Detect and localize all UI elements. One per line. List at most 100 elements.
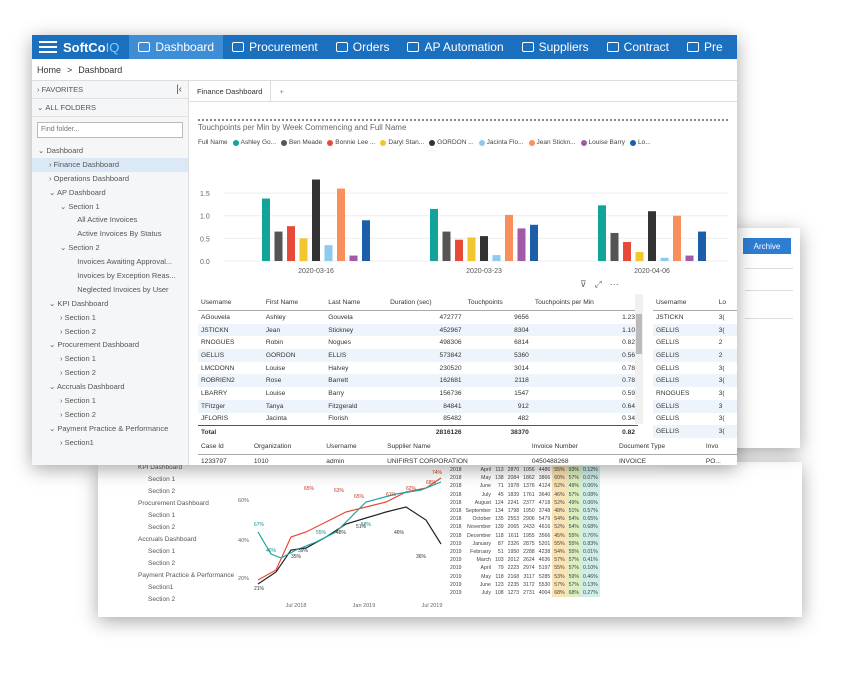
bar-daryl-stan-2020-04-06[interactable] xyxy=(635,251,644,261)
column-header-duration-sec[interactable]: Duration (sec) xyxy=(387,294,465,311)
table-row[interactable]: RNOGUES Robin Nogues 498306 6814 0.82 xyxy=(198,336,638,349)
table-row[interactable]: LMCDONN Louise Halvey 230520 3014 0.78 xyxy=(198,362,638,375)
archive-button[interactable]: Archive xyxy=(743,238,791,254)
bar-daryl-stan-2020-03-23[interactable] xyxy=(467,237,476,261)
sidebar-item-dashboard[interactable]: ⌄ Dashboard xyxy=(32,144,188,158)
column-header-lo[interactable]: Lo xyxy=(715,294,737,311)
find-folder-input[interactable]: Find folder... xyxy=(37,122,183,138)
nav-item-dashboard[interactable]: Dashboard xyxy=(129,35,224,59)
bar-bonnie-lee-2020-03-23[interactable] xyxy=(455,239,463,261)
table-row[interactable]: ROBRIEN2 Rose Barrett 162681 2118 0.78 xyxy=(198,374,638,388)
table-row[interactable]: GELLIS 3( xyxy=(653,323,737,337)
column-header-last-name[interactable]: Last Name xyxy=(325,294,388,311)
table-row[interactable]: AGouvela Ashley Gouvela 472777 9656 1.23 xyxy=(198,311,638,324)
bar-lo-2020-04-06[interactable] xyxy=(698,231,706,261)
nav-item-pre[interactable]: Pre xyxy=(678,35,732,59)
sidebar-item-section-1[interactable]: › Section 1 xyxy=(32,394,188,408)
sidebar-item-kpi-dashboard[interactable]: ⌄ KPI Dashboard xyxy=(32,297,188,311)
column-header-touchpoints[interactable]: Touchpoints xyxy=(464,294,532,311)
back-sidebar-item-section-1[interactable]: Section 1 xyxy=(148,476,176,483)
hamburger-menu-icon[interactable] xyxy=(39,41,57,53)
legend-item-jean-stickn[interactable]: Jean Stickn... xyxy=(528,139,576,146)
table-row[interactable]: GELLIS 3( xyxy=(653,374,737,388)
sidebar-item-section-1[interactable]: › Section 1 xyxy=(32,352,188,366)
table-scrollbar[interactable] xyxy=(635,294,643,424)
back-sidebar-item-section-1[interactable]: Section 1 xyxy=(148,548,176,555)
sidebar-item-section1[interactable]: › Section1 xyxy=(32,436,188,450)
breadcrumb-home[interactable]: Home xyxy=(37,64,62,75)
table-row[interactable]: JSTICKN 3( xyxy=(653,311,737,324)
column-header-username[interactable]: Username xyxy=(198,294,263,311)
bar-gordon-2020-03-16[interactable] xyxy=(312,179,320,261)
table-row[interactable]: GELLIS 3( xyxy=(653,362,737,375)
back-sidebar-item-payment-practice-performance[interactable]: Payment Practice & Performance xyxy=(138,572,235,579)
sidebar-item-invoices-by-exception-reas[interactable]: Invoices by Exception Reas... xyxy=(32,269,188,283)
column-header-first-name[interactable]: First Name xyxy=(262,294,326,311)
bar-ashley-go-2020-03-23[interactable] xyxy=(430,208,438,261)
all-folders-header[interactable]: ⌄ ALL FOLDERS xyxy=(32,99,188,117)
sidebar-item-operations-dashboard[interactable]: › Operations Dashboard xyxy=(32,172,188,186)
add-tab-button[interactable]: + xyxy=(279,86,284,96)
back-sidebar-item-section-1[interactable]: Section 1 xyxy=(148,512,176,519)
sidebar-item-active-invoices-by-status[interactable]: Active Invoices By Status xyxy=(32,227,188,241)
back-sidebar-item-section1[interactable]: Section1 xyxy=(148,584,174,591)
bar-jean-stickn-2020-04-06[interactable] xyxy=(673,215,681,261)
bar-gordon-2020-03-23[interactable] xyxy=(480,236,488,261)
bar-jean-stickn-2020-03-16[interactable] xyxy=(337,188,345,261)
sidebar-item-finance-dashboard[interactable]: › Finance Dashboard xyxy=(32,157,188,172)
back-sidebar-item-section-2[interactable]: Section 2 xyxy=(148,524,176,531)
sidebar-item-invoices-awaiting-approval[interactable]: Invoices Awaiting Approval... xyxy=(32,255,188,269)
bar-bonnie-lee-2020-03-16[interactable] xyxy=(287,226,295,261)
bar-ashley-go-2020-04-06[interactable] xyxy=(598,205,606,261)
bar-jacinta-flo-2020-04-06[interactable] xyxy=(660,257,669,261)
table-row[interactable]: GELLIS 3( xyxy=(653,425,737,438)
sidebar-item-section-2[interactable]: ⌄ Section 2 xyxy=(32,241,188,255)
focus-mode-icon[interactable]: ⤢ xyxy=(594,279,602,289)
legend-item-ashley-go[interactable]: Ashley Go... xyxy=(232,139,276,146)
column-header-username[interactable]: Username xyxy=(323,438,385,455)
column-header-document-type[interactable]: Document Type xyxy=(615,438,703,455)
table-row[interactable]: 1233797 1010 admin UNIFIRST CORPORATION 0450… xyxy=(198,455,737,466)
table-row[interactable]: GELLIS GORDON ELLIS 573842 5360 0.56 xyxy=(198,349,638,362)
bar-jacinta-flo-2020-03-23[interactable] xyxy=(492,255,501,261)
sidebar-item-section-1[interactable]: › Section 1 xyxy=(32,311,188,325)
bar-daryl-stan-2020-03-16[interactable] xyxy=(299,238,308,261)
sidebar-item-neglected-invoices-by-user[interactable]: Neglected Invoices by User xyxy=(32,283,188,297)
visual-drag-handle[interactable] xyxy=(198,119,728,123)
legend-item-bonnie-lee[interactable]: Bonnie Lee ... xyxy=(327,139,375,146)
sidebar-item-all-active-invoices[interactable]: All Active Invoices xyxy=(32,213,188,227)
legend-item-gordon[interactable]: GORDON ... xyxy=(429,139,474,146)
table-row[interactable]: GELLIS 2 xyxy=(653,336,737,349)
bar-louise-barry-2020-03-23[interactable] xyxy=(517,228,526,261)
back-sidebar-item-section-2[interactable]: Section 2 xyxy=(148,488,176,495)
legend-item-lo[interactable]: Lo... xyxy=(630,139,651,146)
column-header-organization[interactable]: Organization xyxy=(250,438,324,455)
back-sidebar-item-kpi-dashboard[interactable]: KPI Dashboard xyxy=(138,464,183,471)
column-header-invoice-number[interactable]: Invoice Number xyxy=(528,438,616,455)
sidebar-item-section-2[interactable]: › Section 2 xyxy=(32,325,188,339)
table-row[interactable]: JFLORIS Jacinta Florish 85482 482 0.34 xyxy=(198,413,638,426)
back-sidebar-item-section-2[interactable]: Section 2 xyxy=(148,596,176,603)
bar-ashley-go-2020-03-16[interactable] xyxy=(262,198,270,261)
more-options-icon[interactable]: ⋯ xyxy=(609,279,619,289)
bar-jean-stickn-2020-03-23[interactable] xyxy=(505,214,513,261)
table-row[interactable]: GELLIS 2 xyxy=(653,349,737,362)
nav-item-orders[interactable]: Orders xyxy=(327,35,399,59)
table-row[interactable]: LBARRY Louise Barry 156736 1547 0.59 xyxy=(198,387,638,400)
table-row[interactable]: JSTICKN Jean Stickney 452967 8304 1.10 xyxy=(198,323,638,337)
back-sidebar-item-accruals-dashboard[interactable]: Accruals Dashboard xyxy=(138,536,197,543)
sidebar-item-section-2[interactable]: › Section 2 xyxy=(32,408,188,422)
legend-item-jacinta-flo[interactable]: Jacinta Flo... xyxy=(478,139,524,146)
back-sidebar-item-procurement-dashboard[interactable]: Procurement Dashboard xyxy=(138,500,209,507)
nav-item-contract[interactable]: Contract xyxy=(598,35,678,59)
favorites-header[interactable]: › FAVORITES |‹ xyxy=(32,81,188,99)
bar-ben-meade-2020-03-16[interactable] xyxy=(274,231,283,261)
sidebar-item-section-2[interactable]: › Section 2 xyxy=(32,366,188,380)
bar-bonnie-lee-2020-04-06[interactable] xyxy=(623,241,631,261)
legend-item-louise-barry[interactable]: Louise Barry xyxy=(580,139,625,146)
nav-item-suppliers[interactable]: Suppliers xyxy=(513,35,598,59)
column-header-case-id[interactable]: Case Id xyxy=(198,438,251,455)
legend-item-daryl-stan[interactable]: Daryl Stan... xyxy=(380,139,424,146)
bar-gordon-2020-04-06[interactable] xyxy=(648,211,656,261)
bar-ben-meade-2020-04-06[interactable] xyxy=(610,232,619,261)
